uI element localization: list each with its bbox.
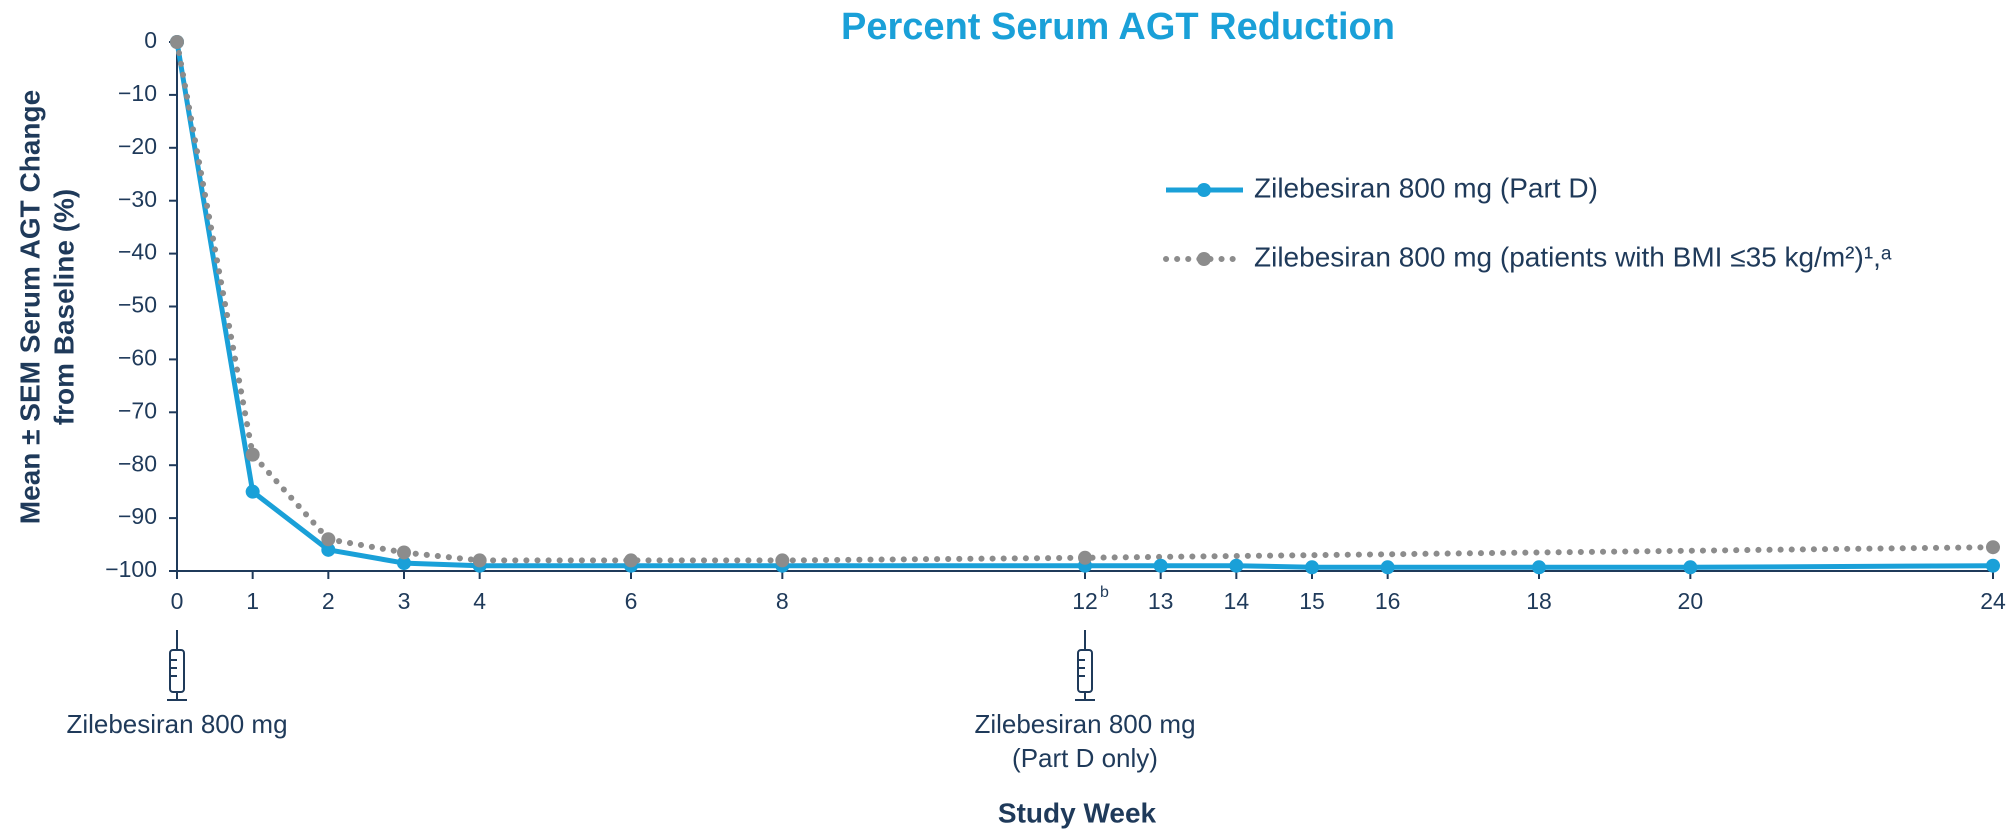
- legend-marker: [1197, 252, 1211, 266]
- y-tick-label: −70: [118, 397, 157, 423]
- syringe-barrel: [169, 649, 185, 693]
- x-tick-label: 8: [776, 588, 789, 614]
- y-tick-label: −90: [118, 503, 157, 529]
- y-axis-label: Mean ± SEM Serum AGT Change: [14, 90, 45, 524]
- chart-title: Percent Serum AGT Reduction: [841, 6, 1395, 48]
- data-point: [1683, 560, 1698, 575]
- data-point: [1229, 558, 1244, 573]
- data-point: [1153, 558, 1168, 573]
- y-tick-label: 0: [144, 27, 157, 53]
- x-tick-label: 2: [322, 588, 335, 614]
- data-point: [1078, 550, 1092, 565]
- x-tick-label: 0: [171, 588, 184, 614]
- x-tick-label: 16: [1375, 588, 1401, 614]
- x-tick-label: 13: [1148, 588, 1174, 614]
- data-point: [1986, 558, 2000, 573]
- y-tick-label: −20: [118, 133, 157, 159]
- data-point: [397, 545, 411, 560]
- x-tick-label: 3: [398, 588, 411, 614]
- y-tick-label: −60: [118, 344, 157, 370]
- syringe-icon: [167, 630, 187, 701]
- x-tick-label: 14: [1224, 588, 1250, 614]
- series-line: [174, 39, 1996, 564]
- y-tick-label: −40: [118, 239, 157, 265]
- x-tick-label: 20: [1678, 588, 1704, 614]
- data-point: [1305, 560, 1319, 575]
- data-point: [775, 553, 790, 568]
- data-point: [1532, 560, 1546, 575]
- x-tick-label: 1: [246, 588, 259, 614]
- data-point: [1380, 560, 1395, 575]
- x-tick-label: 24: [1980, 588, 2006, 614]
- y-tick-label: −100: [105, 556, 157, 582]
- syringe-icon: [1075, 630, 1095, 701]
- x-tick-label: 4: [473, 588, 486, 614]
- legend-label: Zilebesiran 800 mg (patients with BMI ≤3…: [1254, 241, 1892, 272]
- data-point: [321, 532, 336, 547]
- x-tick-label: 6: [625, 588, 638, 614]
- data-point: [245, 484, 260, 499]
- data-point: [624, 553, 638, 568]
- x-axis-label: Study Week: [998, 797, 1157, 828]
- syringe-barrel: [1077, 649, 1093, 693]
- annotation: (Part D only): [1012, 743, 1158, 773]
- x-tick-footnote: b: [1100, 584, 1109, 601]
- y-tick-label: −80: [118, 450, 157, 476]
- y-axis-label: from Baseline (%): [48, 189, 79, 426]
- series-line: [174, 41, 1994, 570]
- data-point: [397, 556, 411, 571]
- data-point: [472, 553, 487, 568]
- legend-label: Zilebesiran 800 mg (Part D): [1254, 172, 1598, 203]
- data-point: [245, 447, 260, 462]
- x-tick-label: 12: [1072, 588, 1098, 614]
- y-tick-label: −30: [118, 186, 157, 212]
- data-point: [321, 542, 336, 557]
- data-point: [1986, 540, 2000, 555]
- y-tick-label: −10: [118, 80, 157, 106]
- legend-marker: [1197, 183, 1211, 197]
- x-tick-label: 18: [1526, 588, 1552, 614]
- data-point: [170, 35, 184, 49]
- annotation: Zilebesiran 800 mg: [66, 709, 287, 739]
- x-tick-label: 15: [1299, 588, 1325, 614]
- annotation: Zilebesiran 800 mg: [974, 709, 1195, 739]
- y-tick-label: −50: [118, 292, 157, 318]
